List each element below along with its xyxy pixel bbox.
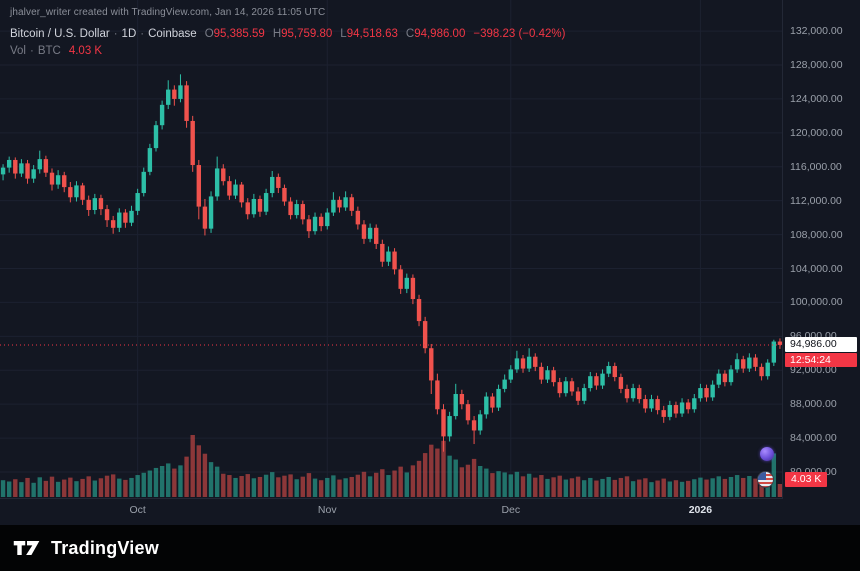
price-axis-label: 124,000.00 xyxy=(790,92,843,105)
price-axis-label: 132,000.00 xyxy=(790,25,843,38)
price-axis-label: 116,000.00 xyxy=(790,160,842,173)
legend-separator: · xyxy=(140,28,145,40)
time-axis-label: Oct xyxy=(129,504,146,516)
change-value: −398.23 (−0.42%) xyxy=(473,28,566,40)
price-axis-label: 112,000.00 xyxy=(790,194,842,207)
price-axis-label: 120,000.00 xyxy=(790,126,843,139)
last-price-badge: 94,986.00 xyxy=(785,336,857,352)
candlestick-chart[interactable] xyxy=(0,0,783,499)
crypto-event-icon[interactable] xyxy=(760,447,774,461)
price-axis-label: 100,000.00 xyxy=(790,296,843,309)
price-axis[interactable]: 94,986.00 12:54:24 4.03 K 132,000.00 128,… xyxy=(782,0,860,499)
legend-separator: · xyxy=(113,28,118,40)
close-value: 94,986.00 xyxy=(414,28,466,40)
chart-pane[interactable]: jhalver_writer created with TradingView.… xyxy=(0,0,860,525)
price-axis-label: 108,000.00 xyxy=(790,228,843,241)
price-axis-label: 88,000.00 xyxy=(790,398,837,411)
volume-label: Vol xyxy=(10,45,26,57)
high-value: 95,759.80 xyxy=(281,28,333,40)
time-axis-label: Dec xyxy=(501,504,521,516)
candlestick-series xyxy=(0,74,783,452)
low-value: 94,518.63 xyxy=(346,28,398,40)
open-value: 95,385.59 xyxy=(213,28,265,40)
open-letter: O xyxy=(204,28,214,40)
tradingview-wordmark[interactable]: TradingView xyxy=(51,537,159,558)
exchange-label: Coinbase xyxy=(148,28,197,40)
attribution-text: jhalver_writer created with TradingView.… xyxy=(10,7,326,18)
volume-current-value: 4.03 K xyxy=(68,45,103,57)
price-axis-label: 128,000.00 xyxy=(790,58,843,71)
time-axis[interactable]: Oct Nov Dec 2026 xyxy=(0,498,860,525)
close-letter: C xyxy=(405,28,415,40)
bar-countdown-badge: 12:54:24 xyxy=(785,352,857,367)
symbol-legend-row[interactable]: Bitcoin / U.S. Dollar · 1D · Coinbase O95,385… xyxy=(10,26,565,43)
price-axis-label: 84,000.00 xyxy=(790,432,837,445)
tradingview-logo-icon[interactable] xyxy=(12,536,42,560)
volume-badge: 4.03 K xyxy=(785,472,828,487)
low-letter: L xyxy=(340,28,347,40)
symbol-title[interactable]: Bitcoin / U.S. Dollar xyxy=(10,28,110,40)
interval-label[interactable]: 1D xyxy=(121,28,137,40)
high-letter: H xyxy=(272,28,282,40)
price-axis-label: 104,000.00 xyxy=(790,262,843,275)
time-axis-label: 2026 xyxy=(688,504,713,516)
time-axis-label: Nov xyxy=(317,504,337,516)
volume-legend-row[interactable]: Vol · BTC 4.03 K xyxy=(10,43,565,60)
volume-series xyxy=(0,435,783,497)
volume-symbol: BTC xyxy=(37,45,61,57)
grid-lines xyxy=(0,0,783,499)
price-axis-label: 92,000.00 xyxy=(790,364,837,377)
us-economic-event-icon[interactable] xyxy=(757,471,774,488)
chart-legend: Bitcoin / U.S. Dollar · 1D · Coinbase O95,385… xyxy=(10,26,565,60)
legend-separator: · xyxy=(30,45,34,57)
footer-bar: TradingView xyxy=(0,525,860,571)
